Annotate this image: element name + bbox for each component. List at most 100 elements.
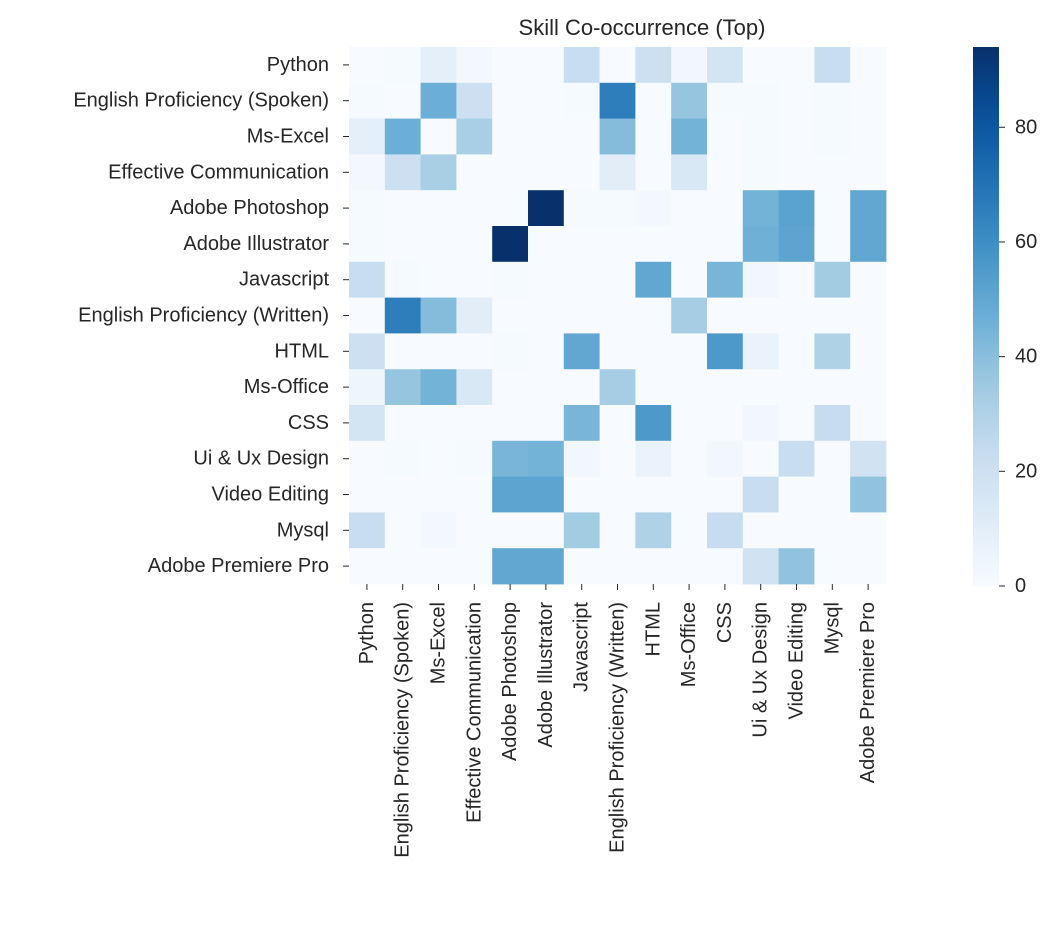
heatmap-cell [456, 548, 493, 585]
heatmap-cell [814, 261, 851, 298]
heatmap-cell [384, 82, 421, 119]
column-label: Mysql [821, 602, 843, 654]
heatmap-cell [635, 512, 672, 549]
heatmap-cell [384, 297, 421, 334]
heatmap-cell [528, 333, 565, 370]
heatmap-cell [635, 548, 672, 585]
heatmap-cell [528, 226, 565, 263]
heatmap-cell [456, 405, 493, 442]
heatmap-cell [456, 154, 493, 191]
heatmap-cell [635, 47, 672, 84]
heatmap-cell [671, 440, 708, 477]
heatmap-cell [599, 548, 636, 585]
heatmap-cell [707, 476, 744, 513]
heatmap-cell [850, 47, 887, 84]
heatmap-cell [492, 47, 529, 84]
heatmap-cell [850, 548, 887, 585]
row-label: Adobe Photoshop [170, 197, 329, 219]
heatmap-cell [384, 261, 421, 298]
row-label: HTML [275, 340, 329, 362]
heatmap-cell [563, 440, 600, 477]
heatmap-cell [635, 369, 672, 406]
heatmap-cell [456, 261, 493, 298]
heatmap-cell [349, 118, 386, 155]
heatmap-cell [492, 369, 529, 406]
heatmap-cell [742, 405, 779, 442]
row-label: Adobe Premiere Pro [148, 555, 329, 577]
heatmap-cell [349, 440, 386, 477]
heatmap-cell [599, 154, 636, 191]
heatmap-cell [707, 369, 744, 406]
row-label: Mysql [277, 519, 329, 541]
heatmap-cell [707, 118, 744, 155]
heatmap-cell [456, 47, 493, 84]
heatmap-cell [528, 82, 565, 119]
heatmap-cell [563, 82, 600, 119]
row-labels: Python English Proficiency (Spoken) Ms-Exc… [73, 54, 349, 577]
row-label: Adobe Illustrator [183, 233, 329, 255]
row-label: Python [267, 54, 329, 76]
heatmap-cell [850, 440, 887, 477]
column-label: Video Editing [786, 602, 808, 720]
heatmap-cell [778, 333, 815, 370]
heatmap-cell [814, 369, 851, 406]
heatmap-cell [599, 512, 636, 549]
heatmap-cell [456, 333, 493, 370]
column-labels: Python English Proficiency (Spoken) Ms-Exc… [356, 584, 879, 858]
column-label: Adobe Photoshop [499, 602, 521, 761]
heatmap-cell [563, 190, 600, 227]
heatmap-cell [707, 512, 744, 549]
column-label: Ms-Excel [428, 602, 450, 684]
heatmap-cell [349, 405, 386, 442]
heatmap-cell [420, 512, 457, 549]
heatmap-cell [814, 476, 851, 513]
heatmap-cell [492, 476, 529, 513]
heatmap-cell [384, 333, 421, 370]
heatmap-cell [528, 297, 565, 334]
heatmap-cell [420, 47, 457, 84]
heatmap-cell [671, 405, 708, 442]
heatmap-cell [528, 261, 565, 298]
heatmap-cell [349, 261, 386, 298]
heatmap-cell [671, 226, 708, 263]
heatmap-cell [420, 440, 457, 477]
heatmap-cell [492, 190, 529, 227]
heatmap-cell [707, 226, 744, 263]
colorbar-tick-label: 60 [1015, 231, 1037, 253]
heatmap-cell [563, 154, 600, 191]
heatmap-cell [850, 154, 887, 191]
heatmap-cell [599, 261, 636, 298]
heatmap-cell [635, 476, 672, 513]
heatmap-cell [384, 190, 421, 227]
row-label: Javascript [239, 269, 329, 291]
heatmap-cell [563, 476, 600, 513]
heatmap-cell [778, 548, 815, 585]
heatmap-cell [671, 369, 708, 406]
heatmap-cell [563, 405, 600, 442]
heatmap-cell [420, 118, 457, 155]
heatmap-cell [742, 512, 779, 549]
heatmap-cell [707, 190, 744, 227]
heatmap-cell [349, 548, 386, 585]
heatmap-cell [563, 333, 600, 370]
heatmap-cell [814, 47, 851, 84]
heatmap-cell [850, 226, 887, 263]
heatmap-cell [742, 190, 779, 227]
heatmap-cell [492, 261, 529, 298]
heatmap-cell [778, 369, 815, 406]
row-label: Video Editing [212, 484, 330, 506]
heatmap-cell [349, 226, 386, 263]
heatmap-cell [635, 154, 672, 191]
heatmap-cell [850, 190, 887, 227]
heatmap-cell [635, 440, 672, 477]
row-label: CSS [288, 412, 329, 434]
heatmap-cell [742, 440, 779, 477]
heatmap-cell [671, 261, 708, 298]
heatmap-cell [563, 226, 600, 263]
colorbar-tick-label: 20 [1015, 460, 1037, 482]
heatmap-cell [635, 333, 672, 370]
heatmap-cell [349, 476, 386, 513]
heatmap-cell [671, 476, 708, 513]
heatmap-cell [384, 548, 421, 585]
heatmap-cell [420, 405, 457, 442]
